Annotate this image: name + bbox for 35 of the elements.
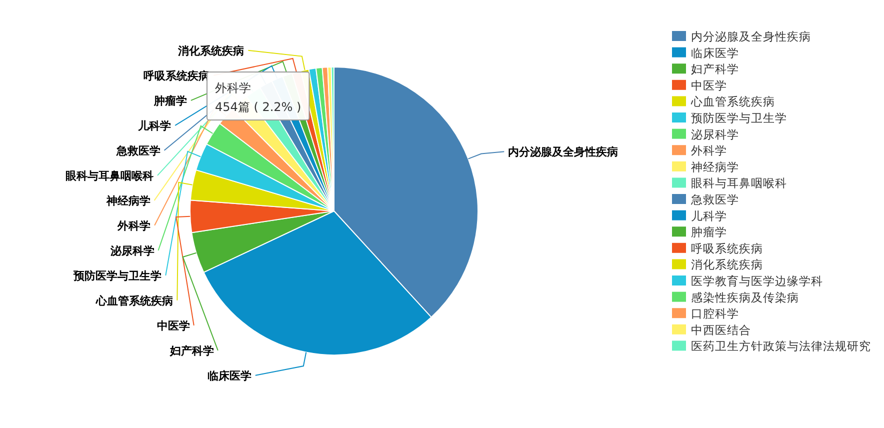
slice-label: 内分泌腺及全身性疾病: [508, 146, 618, 159]
legend-label: 外科学: [691, 144, 727, 158]
legend-label: 消化系统疾病: [691, 258, 763, 272]
slice-label: 心血管系统疾病: [95, 294, 174, 308]
legend-label: 急救医学: [690, 192, 739, 206]
slice-label: 眼科与耳鼻咽喉科: [65, 169, 154, 182]
legend-label: 神经病学: [691, 160, 739, 174]
slice-label: 外科学: [116, 219, 151, 232]
slice-label: 泌尿科学: [109, 244, 154, 258]
slice-label: 肿瘤学: [152, 94, 187, 108]
legend-label: 泌尿科学: [691, 127, 739, 142]
slice-label: 急救医学: [115, 144, 160, 158]
slice-label: 预防医学与卫生学: [72, 269, 162, 282]
legend-label: 心血管系统疾病: [690, 94, 775, 109]
legend-label: 预防医学与卫生学: [691, 111, 787, 125]
legend-label: 口腔科学: [691, 306, 739, 321]
legend-label: 医药卫生方针政策与法律法规研究: [691, 339, 871, 354]
slice-label: 儿科学: [137, 119, 172, 132]
legend-label: 妇产科学: [691, 62, 739, 76]
legend-label: 中医学: [691, 78, 727, 92]
slice-label: 中医学: [156, 319, 190, 332]
legend-label: 医学教育与医学边缘学科: [691, 274, 823, 288]
legend-label: 中西医结合: [691, 322, 751, 337]
legend-label: 眼科与耳鼻咽喉科: [691, 176, 787, 190]
slice-label: 临床医学: [207, 369, 252, 382]
slice-label: 妇产科学: [168, 344, 214, 358]
legend-label: 儿科学: [691, 208, 727, 223]
legend-label: 内分泌腺及全身性疾病: [691, 30, 811, 44]
legend-label: 呼吸系统疾病: [691, 241, 763, 256]
legend-label: 临床医学: [691, 46, 739, 60]
tooltip: 外科学 454篇 ( 2.2% ): [206, 72, 310, 120]
slice-label: 消化系统疾病: [177, 44, 244, 58]
legend-label: 感染性疾病及传染病: [691, 290, 799, 304]
legend-label: 肿瘤学: [691, 225, 727, 240]
slice-label: 神经病学: [105, 194, 150, 208]
